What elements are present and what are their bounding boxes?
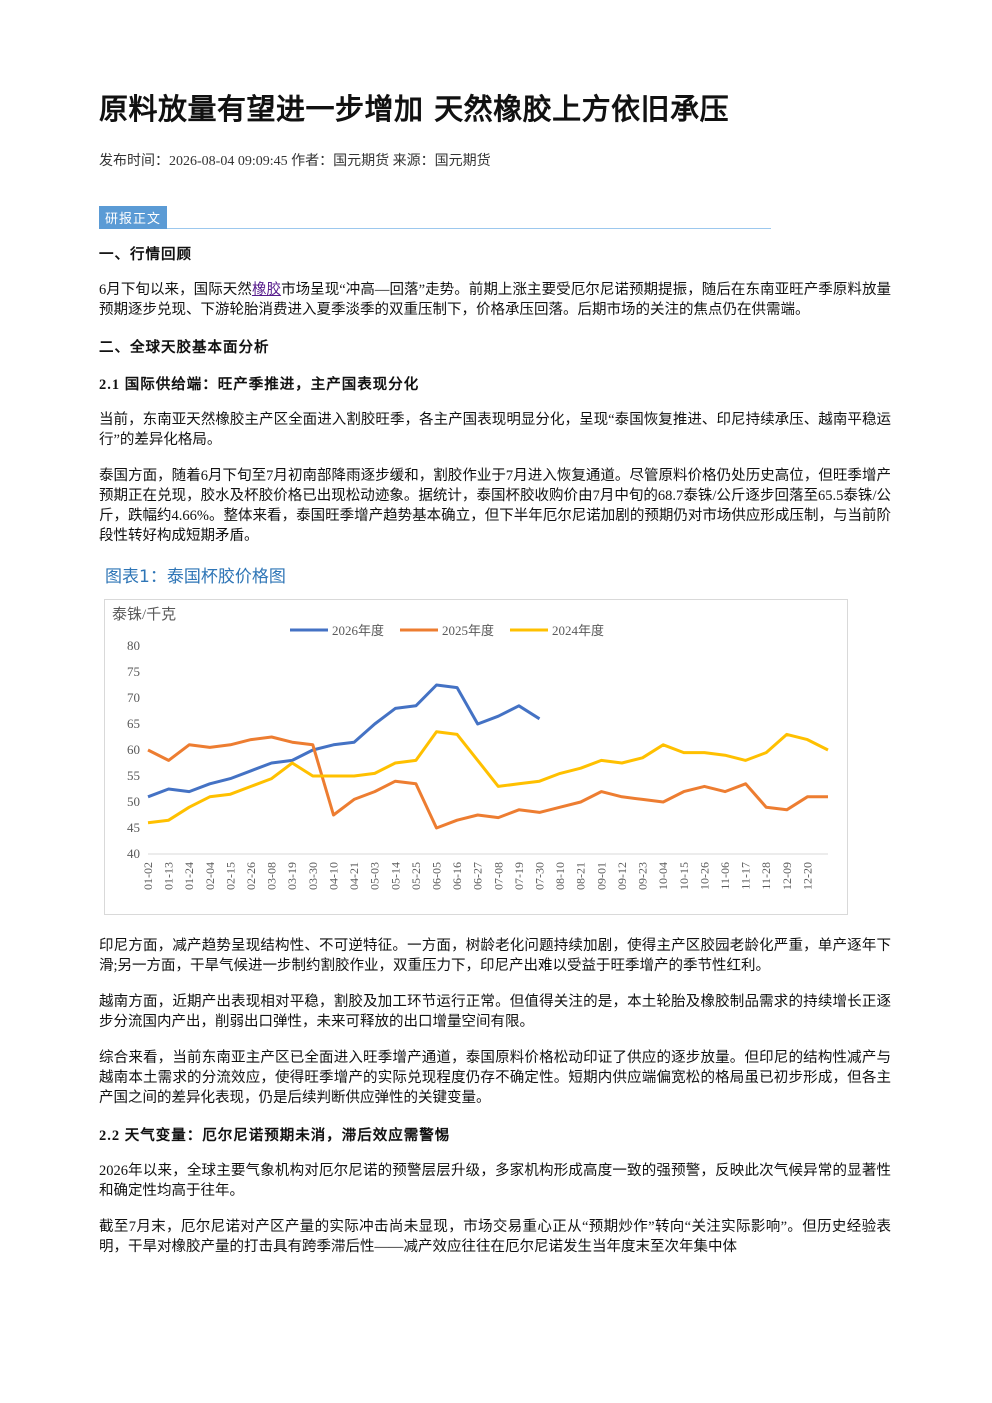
legend-label: 2026年度	[332, 623, 384, 638]
heading: 2.2 天气变量：厄尔尼诺预期未消，滞后效应需警惕	[99, 1128, 451, 1144]
paragraph: 当前，东南亚天然橡胶主产区全面进入割胶旺季，各主产国表现明显分化，呈现“泰国恢复…	[99, 412, 891, 448]
text: 6月下旬以来，国际天然	[99, 282, 252, 298]
paragraph: 泰国方面，随着6月下旬至7月初南部降雨逐步缓和，割胶作业于7月进入恢复通道。尽管…	[99, 468, 891, 544]
x-tick-label: 05-03	[368, 862, 382, 890]
series-line	[147, 683, 541, 799]
x-tick-label: 10-26	[697, 862, 711, 890]
series-line	[147, 735, 828, 830]
chart-box: 泰铢/千克 40 45 50 55 60 65 70 75 80 01-02 01-13 01-24 0…	[104, 599, 891, 920]
x-tick-label: 04-21	[347, 862, 361, 890]
x-tick-label: 07-19	[512, 862, 526, 890]
paragraph: 截至7月末，厄尔尼诺对产区产量的实际冲击尚未显现，市场交易重心正从“预期炒作”转…	[99, 1219, 891, 1255]
x-tick-label: 09-01	[594, 862, 608, 890]
y-tick-label: 70	[127, 690, 140, 705]
paragraph: 6月下旬以来，国际天然橡胶市场呈现“冲高—回落”走势。前期上涨主要受厄尔尼诺预期…	[99, 280, 891, 320]
chart: 泰铢/千克 40 45 50 55 60 65 70 75 80 01-02 01-13 01-24 0…	[104, 599, 848, 915]
x-tick-label: 02-04	[203, 862, 217, 890]
x-tick-label: 05-14	[388, 862, 402, 890]
text: 市场呈现“冲高—回落”走势。前期上涨主要受厄尔尼诺预期提振，随后在东南亚旺产季原…	[99, 282, 892, 318]
x-tick-label: 06-16	[450, 862, 464, 890]
x-tick-label: 01-02	[141, 862, 155, 890]
meta: 发布时间：2026-08-04 09:09:45 作者：国元期货 来源：国元期货	[99, 154, 491, 169]
y-tick-label: 75	[127, 664, 140, 679]
x-tick-label: 03-08	[265, 862, 279, 890]
x-tick-label: 06-05	[429, 862, 443, 890]
y-axis-label: 泰铢/千克	[112, 606, 176, 623]
keyword-link[interactable]: 橡胶	[251, 282, 282, 298]
x-tick-label: 11-17	[739, 862, 753, 890]
title: 原料放量有望进一步增加 天然橡胶上方依旧承压	[99, 92, 730, 126]
x-tick-label: 05-25	[409, 862, 423, 890]
y-tick-label: 60	[127, 742, 140, 757]
section-tag: 研报正文	[99, 206, 168, 229]
x-tick-label: 08-10	[553, 862, 567, 890]
chart-title: 图表1：泰国杯胶价格图	[105, 567, 286, 587]
x-tick-label: 09-12	[615, 862, 629, 890]
x-tick-label: 01-13	[162, 862, 176, 890]
y-tick-label: 40	[127, 846, 140, 861]
x-tick-label: 07-30	[533, 862, 547, 890]
x-tick-label: 01-24	[182, 862, 196, 890]
paragraph: 越南方面，近期产出表现相对平稳，割胶及加工环节运行正常。但值得关注的是，本土轮胎…	[99, 994, 891, 1030]
x-tick-label: 09-23	[636, 862, 650, 890]
x-tick-label: 08-21	[574, 862, 588, 890]
x-tick-label: 10-15	[677, 862, 691, 890]
y-tick-label: 65	[127, 716, 140, 731]
y-tick-label: 55	[127, 768, 140, 783]
x-tick-label: 03-30	[306, 862, 320, 890]
paragraph: 综合来看，当前东南亚主产区已全面进入旺季增产通道，泰国原料价格松动印证了供应的逐…	[99, 1050, 891, 1106]
article: 原料放量有望进一步增加 天然橡胶上方依旧承压 发布时间：2026-08-04 0…	[99, 86, 891, 1273]
x-tick-label: 02-15	[223, 862, 237, 890]
legend-label: 2025年度	[442, 623, 494, 638]
x-tick-label: 12-09	[780, 862, 794, 890]
x-tick-label: 06-27	[471, 862, 485, 890]
y-tick-label: 45	[127, 820, 140, 835]
x-tick-label: 07-08	[491, 862, 505, 890]
x-tick-label: 02-26	[244, 862, 258, 890]
series-line	[147, 730, 829, 825]
heading: 二、全球天胶基本面分析	[99, 340, 270, 356]
x-tick-label: 12-20	[800, 862, 814, 890]
legend-label: 2024年度	[552, 623, 604, 638]
heading: 一、行情回顾	[99, 247, 192, 263]
x-tick-label: 03-19	[285, 862, 299, 890]
x-tick-label: 04-10	[326, 862, 340, 890]
x-tick-label: 11-28	[759, 862, 773, 890]
section-bar: 研报正文	[99, 206, 771, 229]
y-tick-label: 80	[127, 638, 140, 653]
paragraph: 2026年以来，全球主要气象机构对厄尔尼诺的预警层层升级，多家机构形成高度一致的…	[99, 1163, 891, 1199]
x-tick-label: 10-04	[656, 862, 670, 890]
paragraph: 印尼方面，减产趋势呈现结构性、不可逆特征。一方面，树龄老化问题持续加剧，使得主产…	[99, 938, 891, 974]
heading: 2.1 国际供给端：旺产季推进，主产国表现分化	[99, 377, 420, 393]
x-tick-label: 11-06	[718, 862, 732, 890]
y-tick-label: 50	[127, 794, 140, 809]
